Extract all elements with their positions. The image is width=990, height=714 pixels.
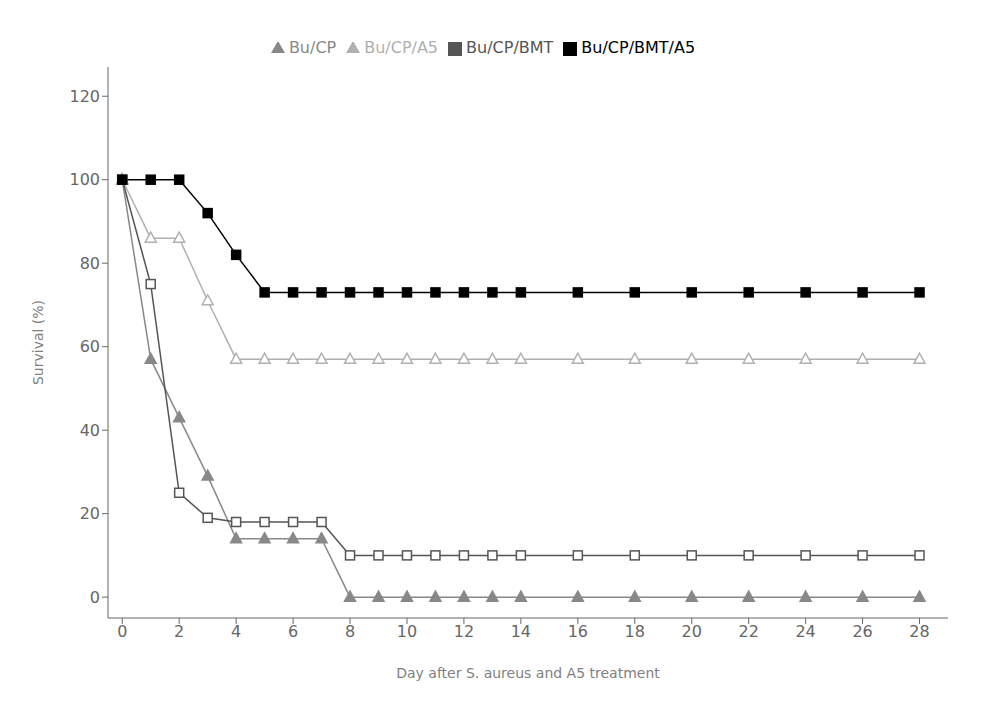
html-text:Bu/CP: Bu/CP (288, 38, 337, 57)
html-text:Bu/CP/BMT/A5: Bu/CP/BMT/A5 (581, 38, 696, 57)
svg-text:8: 8 (345, 622, 355, 641)
svg-text:20: 20 (682, 622, 702, 641)
svg-text:2: 2 (174, 622, 184, 641)
svg-text:100: 100 (69, 170, 100, 189)
svg-text:4: 4 (231, 622, 241, 641)
svg-text:22: 22 (738, 622, 758, 641)
svg-text:6: 6 (288, 622, 298, 641)
html-text:Bu/CP/BMT: Bu/CP/BMT (466, 38, 554, 57)
svg-text:28: 28 (909, 622, 929, 641)
svg-text:26: 26 (852, 622, 872, 641)
svg-text:20: 20 (80, 504, 100, 523)
svg-text:10: 10 (397, 622, 417, 641)
svg-text:0: 0 (117, 622, 127, 641)
svg-text:14: 14 (511, 622, 531, 641)
svg-text:12: 12 (454, 622, 474, 641)
html-text:Bu/CP/A5: Bu/CP/A5 (364, 38, 438, 57)
svg-text:Survival (%): Survival (%) (30, 300, 46, 385)
svg-text:80: 80 (80, 254, 100, 273)
svg-text:120: 120 (69, 87, 100, 106)
svg-text:Day after S. aureus and A5 tre: Day after S. aureus and A5 treatment (396, 665, 660, 681)
svg-text:18: 18 (625, 622, 645, 641)
svg-text:16: 16 (568, 622, 588, 641)
svg-text:60: 60 (80, 337, 100, 356)
svg-text:40: 40 (80, 421, 100, 440)
svg-text:0: 0 (90, 588, 100, 607)
svg-text:24: 24 (795, 622, 815, 641)
